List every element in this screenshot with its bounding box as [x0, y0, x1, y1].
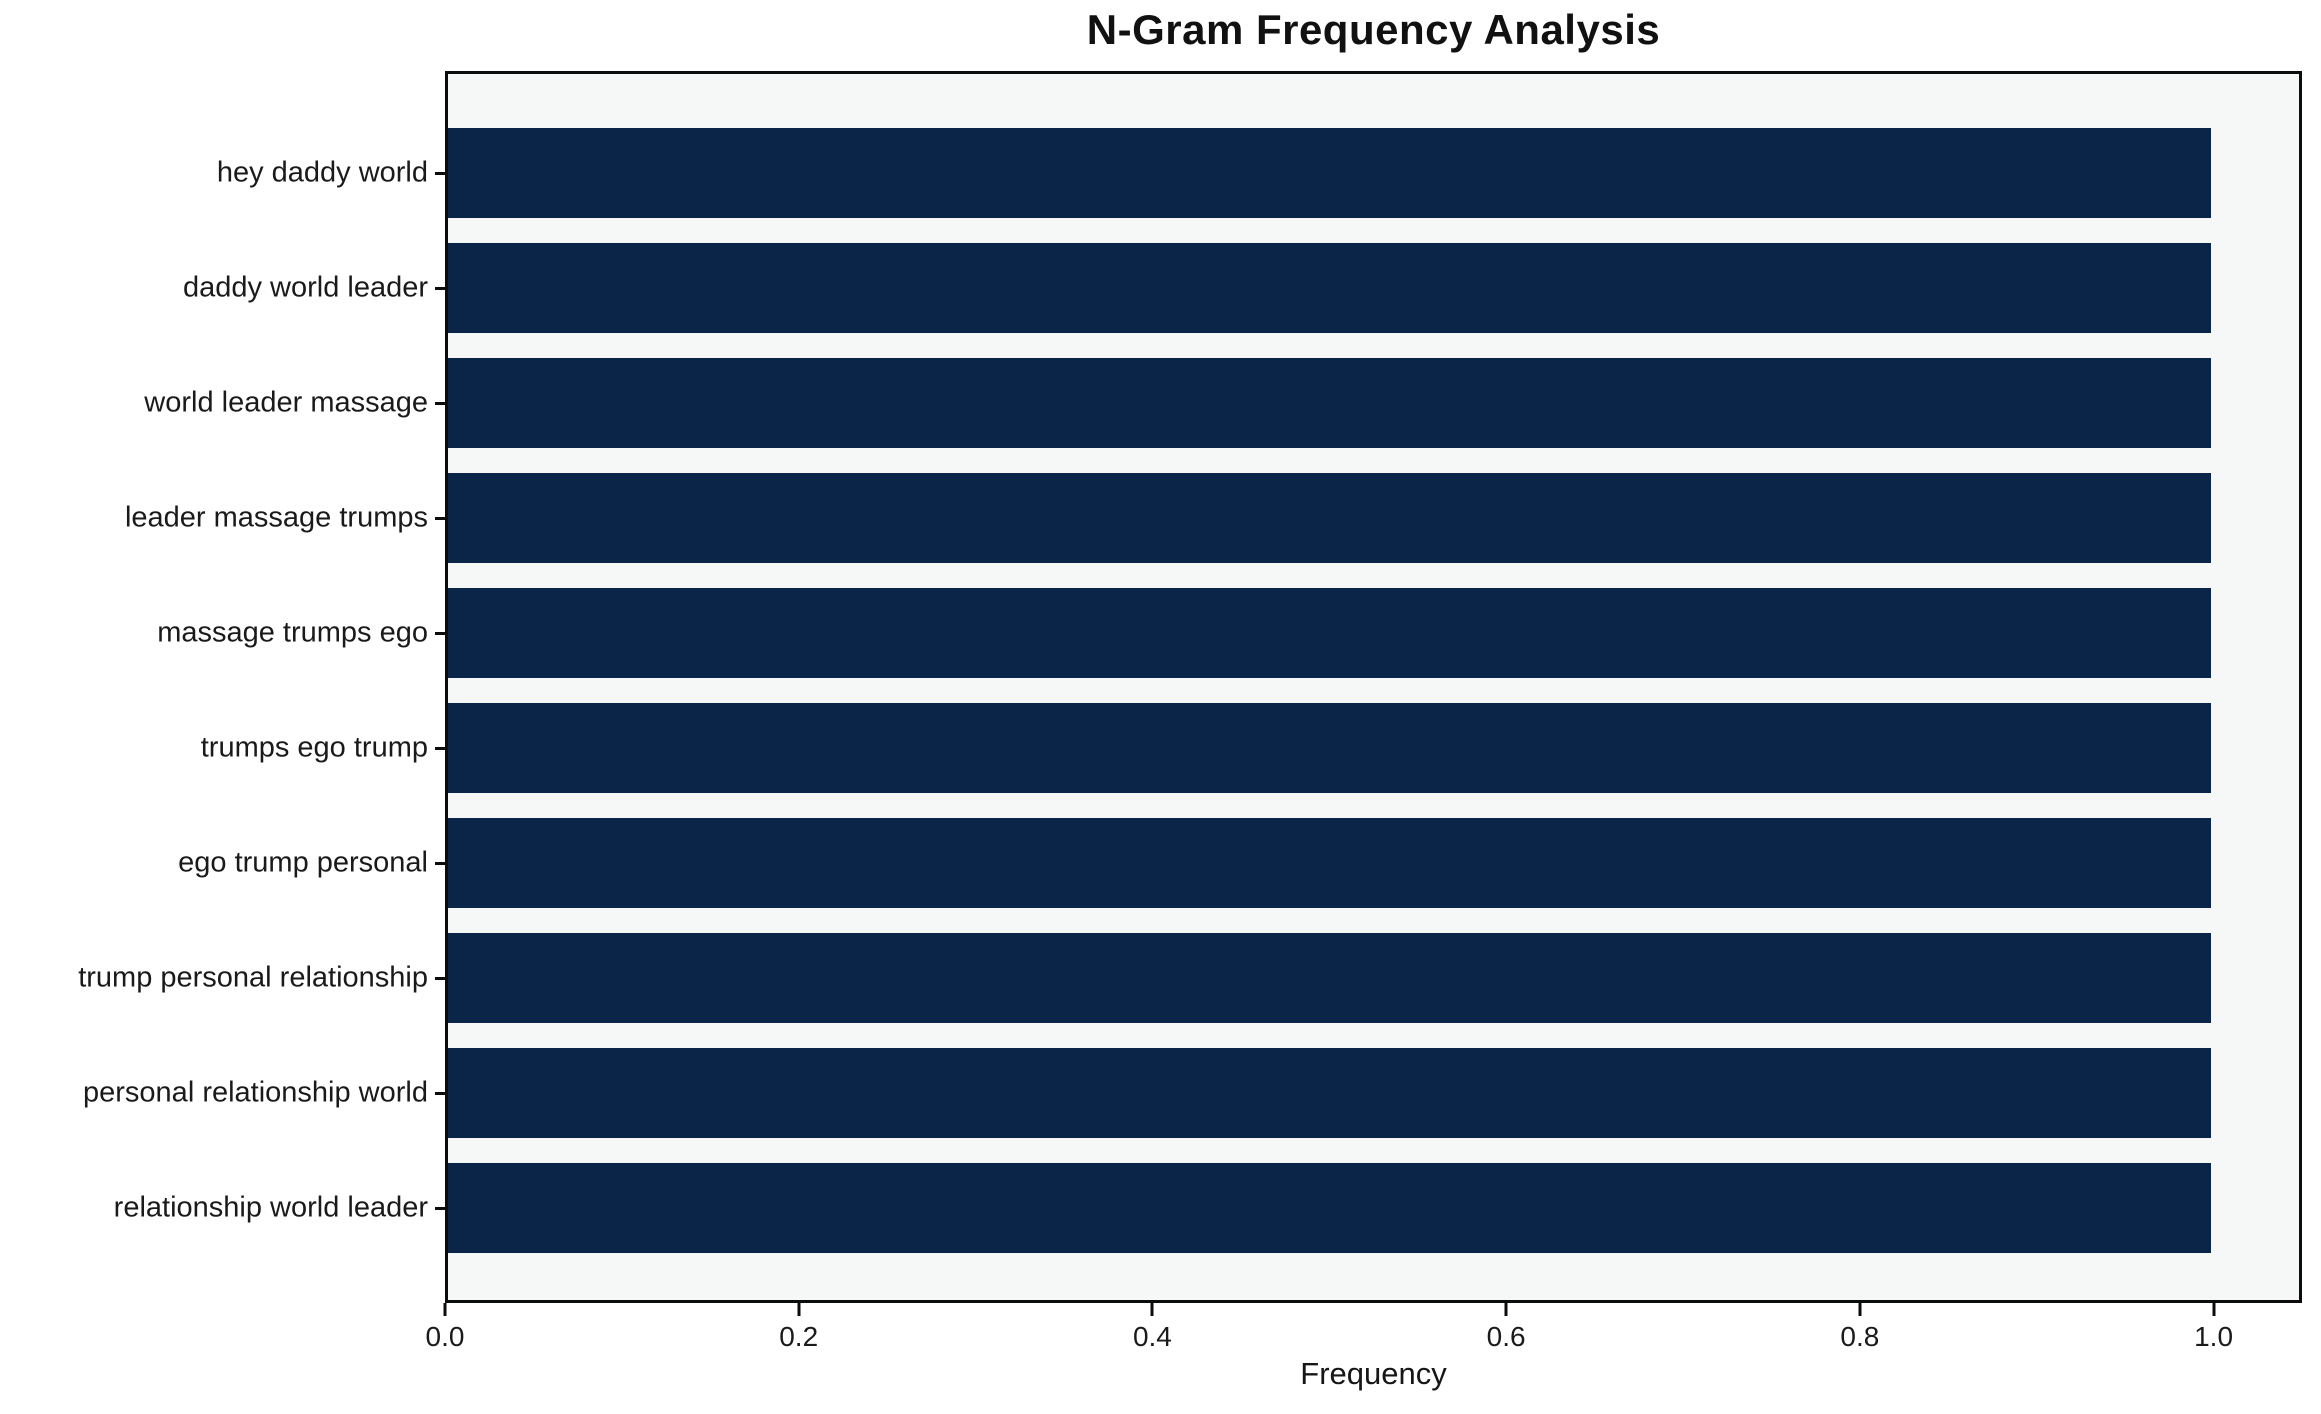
bar-row: trump personal relationship: [78, 933, 2299, 1023]
x-axis-tick-label: 0.2: [779, 1321, 819, 1352]
y-axis-tick-mark: [435, 862, 445, 865]
y-axis-tick-mark: [435, 632, 445, 635]
frequency-bar: [448, 473, 2211, 563]
frequency-bar: [448, 933, 2211, 1023]
x-axis-tick-label: 1.0: [2194, 1321, 2234, 1352]
x-axis-tick-mark: [1858, 1303, 1862, 1316]
y-axis-category-label: massage trumps ego: [157, 616, 428, 649]
y-axis-category-label: ego trump personal: [178, 846, 428, 879]
bar-row: relationship world leader: [114, 1163, 2299, 1253]
y-axis-category-label: personal relationship world: [83, 1076, 428, 1109]
frequency-bar: [448, 818, 2211, 908]
y-axis-category-label: relationship world leader: [113, 1191, 428, 1224]
y-axis-tick-mark: [435, 977, 445, 980]
y-axis-tick-mark: [435, 1092, 445, 1095]
frequency-bar: [448, 128, 2211, 218]
x-axis-title: Frequency: [1300, 1356, 1447, 1391]
bar-rows-container: hey daddy world daddy world leader world l…: [78, 74, 2299, 1300]
frequency-bar: [448, 1163, 2211, 1253]
y-axis-tick-mark: [435, 517, 445, 520]
frequency-bar: [448, 1048, 2211, 1138]
y-axis-tick-mark: [435, 747, 445, 750]
frequency-bar: [448, 588, 2211, 678]
x-axis-tick-mark: [1504, 1303, 1508, 1316]
y-axis-category-label: leader massage trumps: [124, 501, 428, 534]
x-axis-tick-mark: [1150, 1303, 1154, 1316]
bar-row: trumps ego trump: [201, 703, 2299, 793]
x-axis-tick-label: 0.4: [1132, 1321, 1172, 1352]
plot-area: hey daddy world daddy world leader world l…: [78, 71, 2302, 1303]
y-axis-tick-mark: [435, 402, 445, 405]
y-axis-category-label: hey daddy world: [216, 156, 428, 189]
y-axis-tick-mark: [435, 1207, 445, 1210]
x-axis: 0.0 0.2 0.4 0.6 0.8 1.0: [426, 1303, 2302, 1373]
x-axis-tick-label: 0.8: [1840, 1321, 1880, 1352]
y-axis-category-label: trump personal relationship: [78, 961, 428, 994]
y-axis-category-label: daddy world leader: [182, 271, 428, 304]
frequency-bar: [448, 703, 2211, 793]
bar-row: massage trumps ego: [157, 588, 2299, 678]
bar-row: personal relationship world: [83, 1048, 2299, 1138]
x-axis-tick-label: 0.6: [1486, 1321, 1526, 1352]
x-axis-tick-mark: [443, 1303, 447, 1316]
bar-row: leader massage trumps: [125, 473, 2299, 563]
y-axis-category-label: trumps ego trump: [200, 731, 428, 764]
bar-row: daddy world leader: [183, 243, 2299, 333]
y-axis-tick-mark: [435, 172, 445, 175]
bar-row: world leader massage: [144, 358, 2299, 448]
frequency-bar: [448, 243, 2211, 333]
x-axis-tick-mark: [797, 1303, 801, 1316]
x-axis-tick-label: 0.0: [425, 1321, 465, 1352]
bar-row: ego trump personal: [178, 818, 2299, 908]
frequency-bar: [448, 358, 2211, 448]
chart-title: N-Gram Frequency Analysis: [1086, 6, 1661, 53]
x-axis-tick-mark: [2212, 1303, 2216, 1316]
y-axis-category-label: world leader massage: [144, 386, 428, 419]
y-axis-tick-mark: [435, 287, 445, 290]
bar-row: hey daddy world: [217, 128, 2299, 218]
